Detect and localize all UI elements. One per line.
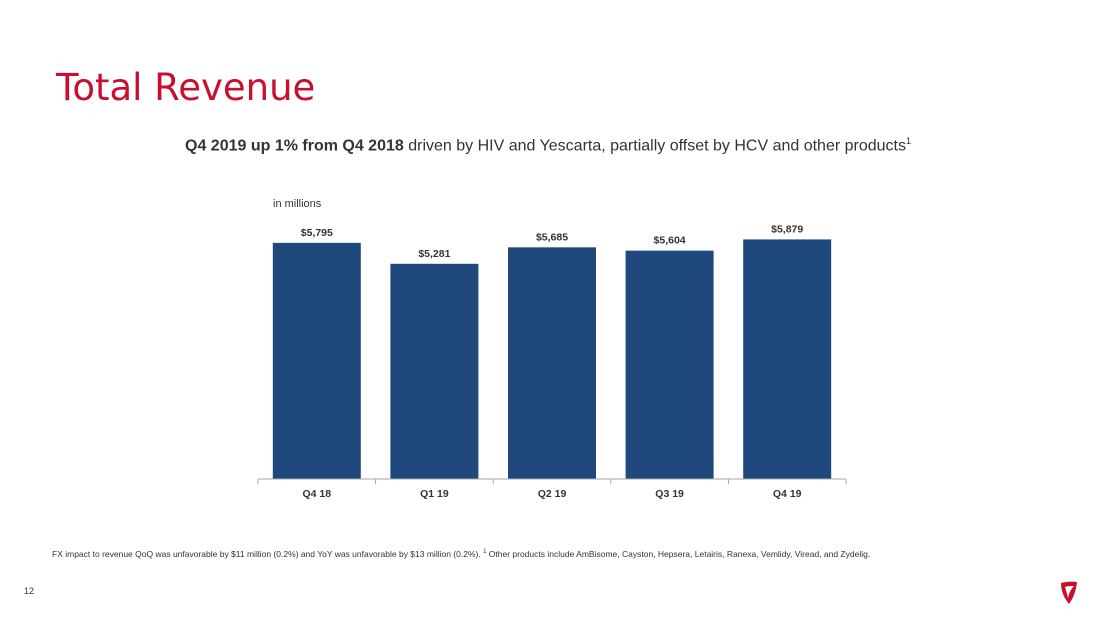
page-number: 12 bbox=[24, 586, 35, 596]
category-label: Q2 19 bbox=[538, 488, 567, 500]
x-axis-ticks-group bbox=[257, 479, 847, 484]
slide-subtitle: Q4 2019 up 1% from Q4 2018 driven by HIV… bbox=[0, 136, 1096, 155]
data-label: $5,795 bbox=[301, 227, 333, 239]
data-label: $5,879 bbox=[771, 223, 803, 235]
subtitle-bold-text: Q4 2019 up 1% from Q4 2018 bbox=[185, 137, 404, 155]
subtitle-text: driven by HIV and Yescarta, partially of… bbox=[403, 137, 906, 155]
category-labels-group: Q4 18 Q1 19 Q2 19 Q3 19 Q4 19 bbox=[302, 488, 801, 500]
subtitle-footnote-marker: 1 bbox=[905, 136, 911, 146]
shield-logo-icon bbox=[1061, 581, 1077, 604]
data-label: $5,604 bbox=[654, 235, 686, 247]
footnote-other-products-text: Other products include AmBisome, Cayston… bbox=[486, 549, 871, 559]
data-label: $5,281 bbox=[418, 248, 450, 260]
bar-q2-19 bbox=[508, 247, 596, 479]
footnote: FX impact to revenue QoQ was unfavorable… bbox=[52, 549, 870, 559]
footnote-main-text: FX impact to revenue QoQ was unfavorable… bbox=[52, 549, 484, 559]
data-labels-group: $5,795 $5,281 $5,685 $5,604 $5,879 bbox=[301, 223, 804, 259]
bar-q3-19 bbox=[625, 250, 714, 479]
bar-q4-19 bbox=[743, 239, 832, 479]
data-label: $5,685 bbox=[536, 231, 568, 243]
bar-q4-18 bbox=[272, 242, 361, 479]
bar-q1-19 bbox=[390, 263, 479, 479]
slide-title: Total Revenue bbox=[56, 66, 316, 109]
unit-label: in millions bbox=[273, 198, 322, 210]
footnote-marker: 1 bbox=[483, 549, 487, 556]
bars-group bbox=[272, 239, 832, 479]
category-label: Q3 19 bbox=[655, 488, 684, 500]
category-label: Q4 18 bbox=[302, 488, 331, 500]
category-label: Q4 19 bbox=[773, 488, 802, 500]
category-label: Q1 19 bbox=[420, 488, 449, 500]
